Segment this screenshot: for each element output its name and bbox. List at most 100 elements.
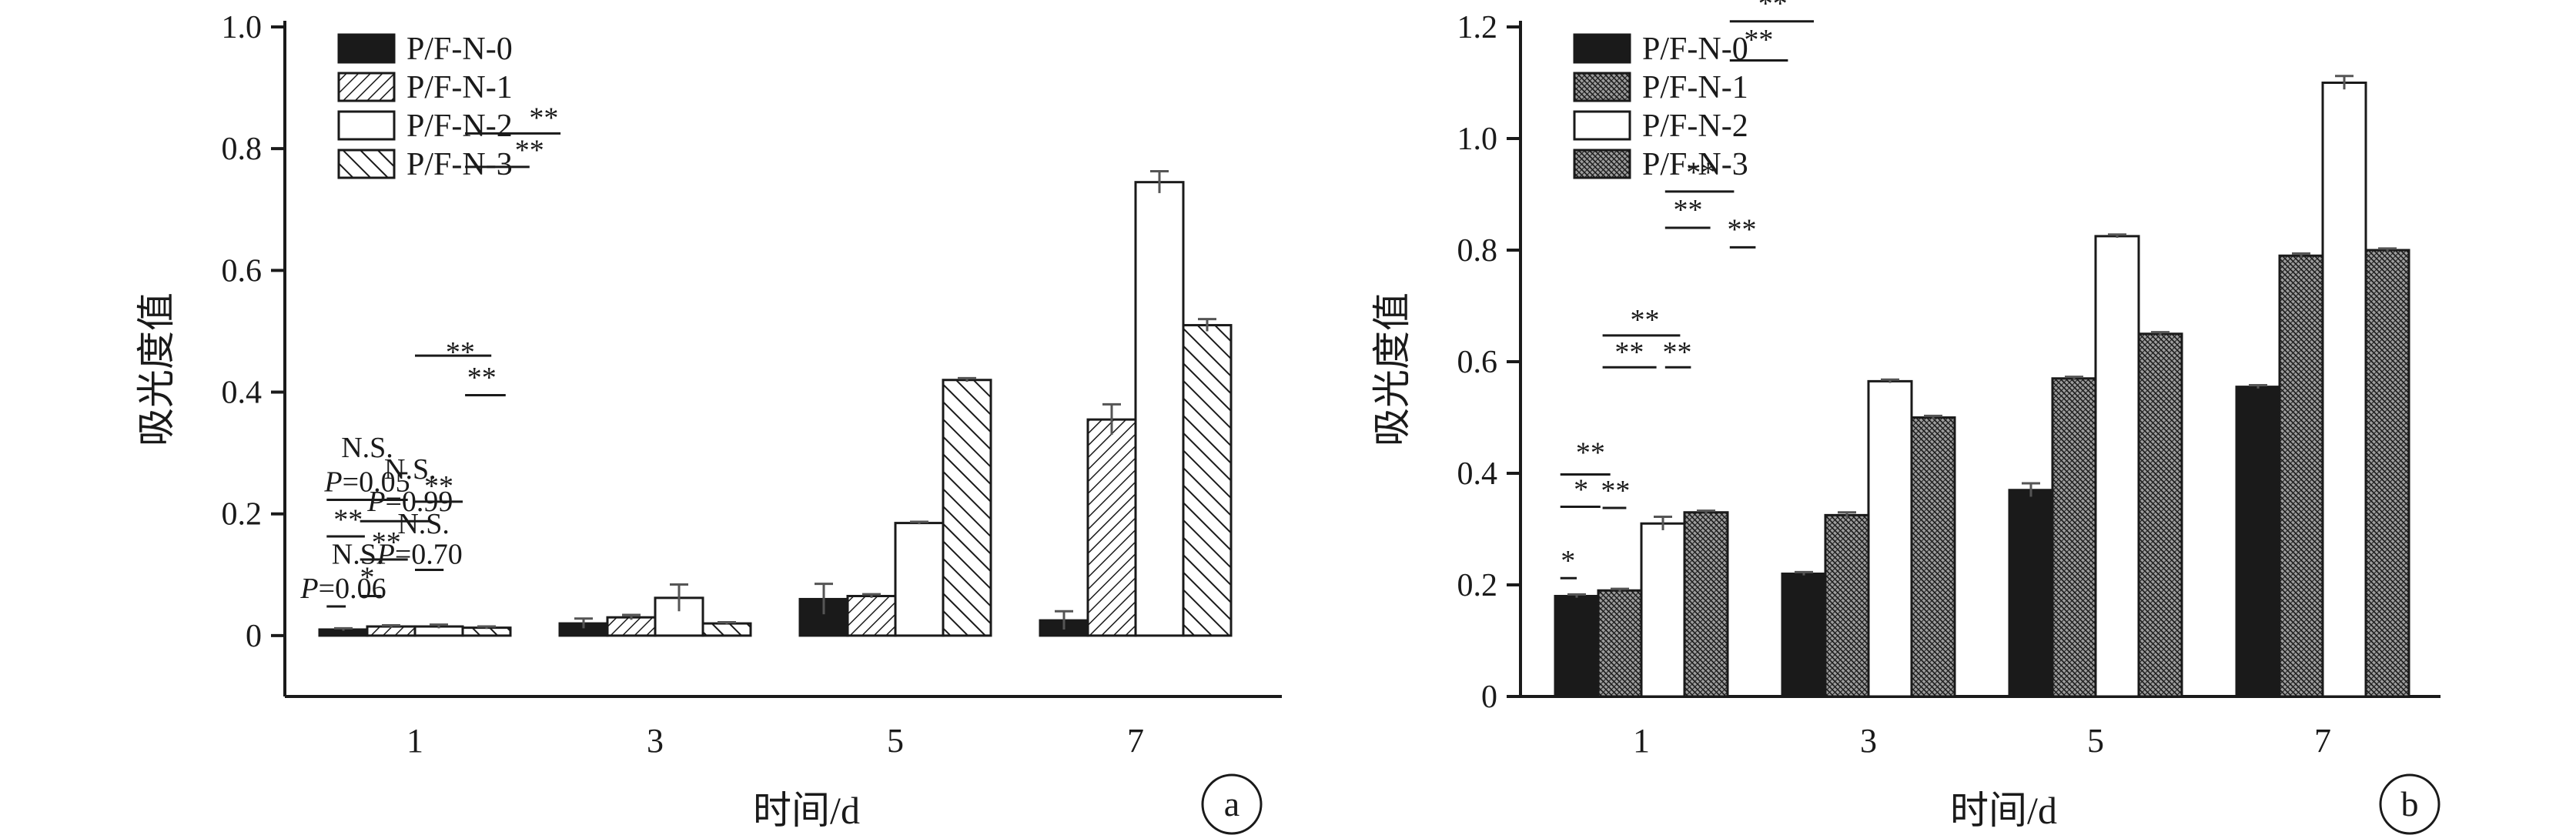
significance-label: ** [467,362,497,394]
p-value: =0.06 [319,573,386,605]
p-symbol: P [323,466,342,498]
x-tick-label: 1 [1633,722,1650,760]
significance-label: ** [1662,336,1691,369]
bar [2235,386,2281,698]
bar [2278,254,2324,698]
bar [846,595,897,637]
x-tick-label: 3 [1860,722,1877,760]
p-symbol: P [376,539,395,571]
legend-swatch [337,72,396,102]
significance-label: ** [424,470,453,503]
p-value: =0.05 [343,466,410,498]
significance-label: P=0.99 [366,486,453,518]
bar [2137,332,2183,698]
legend-swatch [337,33,396,64]
significance-label: * [360,562,375,594]
legend-label: P/F-N-0 [406,32,513,67]
y-tick-label: 0.4 [1457,456,1498,492]
legend-swatch [1573,33,1631,64]
x-axis-label: 时间/d [1950,789,2057,832]
panel-label-circle [2379,773,2441,835]
legend-swatch [337,149,396,179]
y-tick-label: 0.8 [222,132,263,167]
significance-label: * [1561,545,1575,577]
bar [2094,235,2140,698]
bar [1683,511,1729,698]
significance-label: ** [446,336,475,369]
panel-label: a [1224,784,1239,823]
bar [2008,489,2054,698]
bar [701,622,752,637]
legend-label: P/F-N-2 [406,109,513,144]
x-tick-label: 5 [887,722,904,760]
bar [894,522,945,637]
p-value: =0.99 [385,486,453,518]
bar [1867,379,1913,698]
y-tick-label: 0.6 [1457,345,1498,380]
significance-label: ** [1614,336,1644,369]
legend-label: P/F-N-0 [1642,32,1748,67]
legend-label: P/F-N-2 [1642,109,1748,144]
significance-label: ** [1744,24,1773,56]
bar [1554,595,1600,698]
significance-label: ** [529,102,558,135]
legend-swatch [1573,72,1631,102]
bar [606,616,657,637]
bar [1910,416,1956,698]
significance-label: N.S. [332,539,384,571]
bar [1134,181,1185,637]
y-tick-label: 1.0 [222,10,263,45]
legend-swatch [337,110,396,141]
significance-label: ** [372,526,401,559]
significance-label: P=0.05 [323,466,410,498]
x-tick-label: 1 [406,722,423,760]
significance-label: * [1574,473,1588,506]
x-tick-label: 5 [2087,722,2104,760]
y-tick-label: 0.4 [222,376,263,411]
bar [1781,573,1827,698]
y-tick-label: 0.6 [222,253,263,289]
y-tick-label: 0.8 [1457,233,1498,269]
bar [1640,522,1686,698]
significance-label: N.S. [341,432,393,464]
bar [1182,324,1233,637]
bar [1824,513,1870,698]
x-tick-label: 7 [2314,722,2331,760]
legend-label: P/F-N-1 [406,70,513,105]
bar [1597,589,1643,698]
bar [2321,82,2367,698]
legend-label: P/F-N-1 [1642,70,1748,105]
significance-label: ** [1758,0,1788,20]
panel-label: b [2401,784,2419,823]
significance-label: P=0.06 [299,573,386,605]
y-tick-label: 0.2 [222,497,263,533]
significance-label: ** [1630,304,1659,336]
y-tick-label: 1.0 [1457,122,1498,157]
p-value: =0.70 [395,539,463,571]
x-tick-label: 7 [1127,722,1144,760]
significance-label: ** [1576,437,1605,469]
bar [2364,249,2410,698]
x-tick-label: 3 [647,722,664,760]
y-tick-label: 0 [246,619,262,654]
significance-label: P=0.70 [376,539,463,571]
significance-label: ** [515,134,544,166]
x-axis-label: 时间/d [753,789,860,832]
significance-label: N.S. [397,508,450,540]
bar [366,625,417,637]
legend-label: P/F-N-3 [1642,147,1748,182]
y-tick-label: 0.2 [1457,568,1498,603]
legend-swatch [1573,149,1631,179]
legend-label: P/F-N-3 [406,147,513,182]
bar [1086,418,1137,637]
significance-label: ** [1727,214,1756,246]
panel-label-circle [1201,773,1263,835]
y-axis-label: 吸光度值 [1370,292,1413,446]
y-axis-label: 吸光度值 [135,292,178,446]
bar [2051,377,2097,698]
significance-label: ** [1601,475,1630,507]
y-tick-label: 0 [1481,680,1497,715]
y-tick-label: 1.2 [1457,10,1498,45]
